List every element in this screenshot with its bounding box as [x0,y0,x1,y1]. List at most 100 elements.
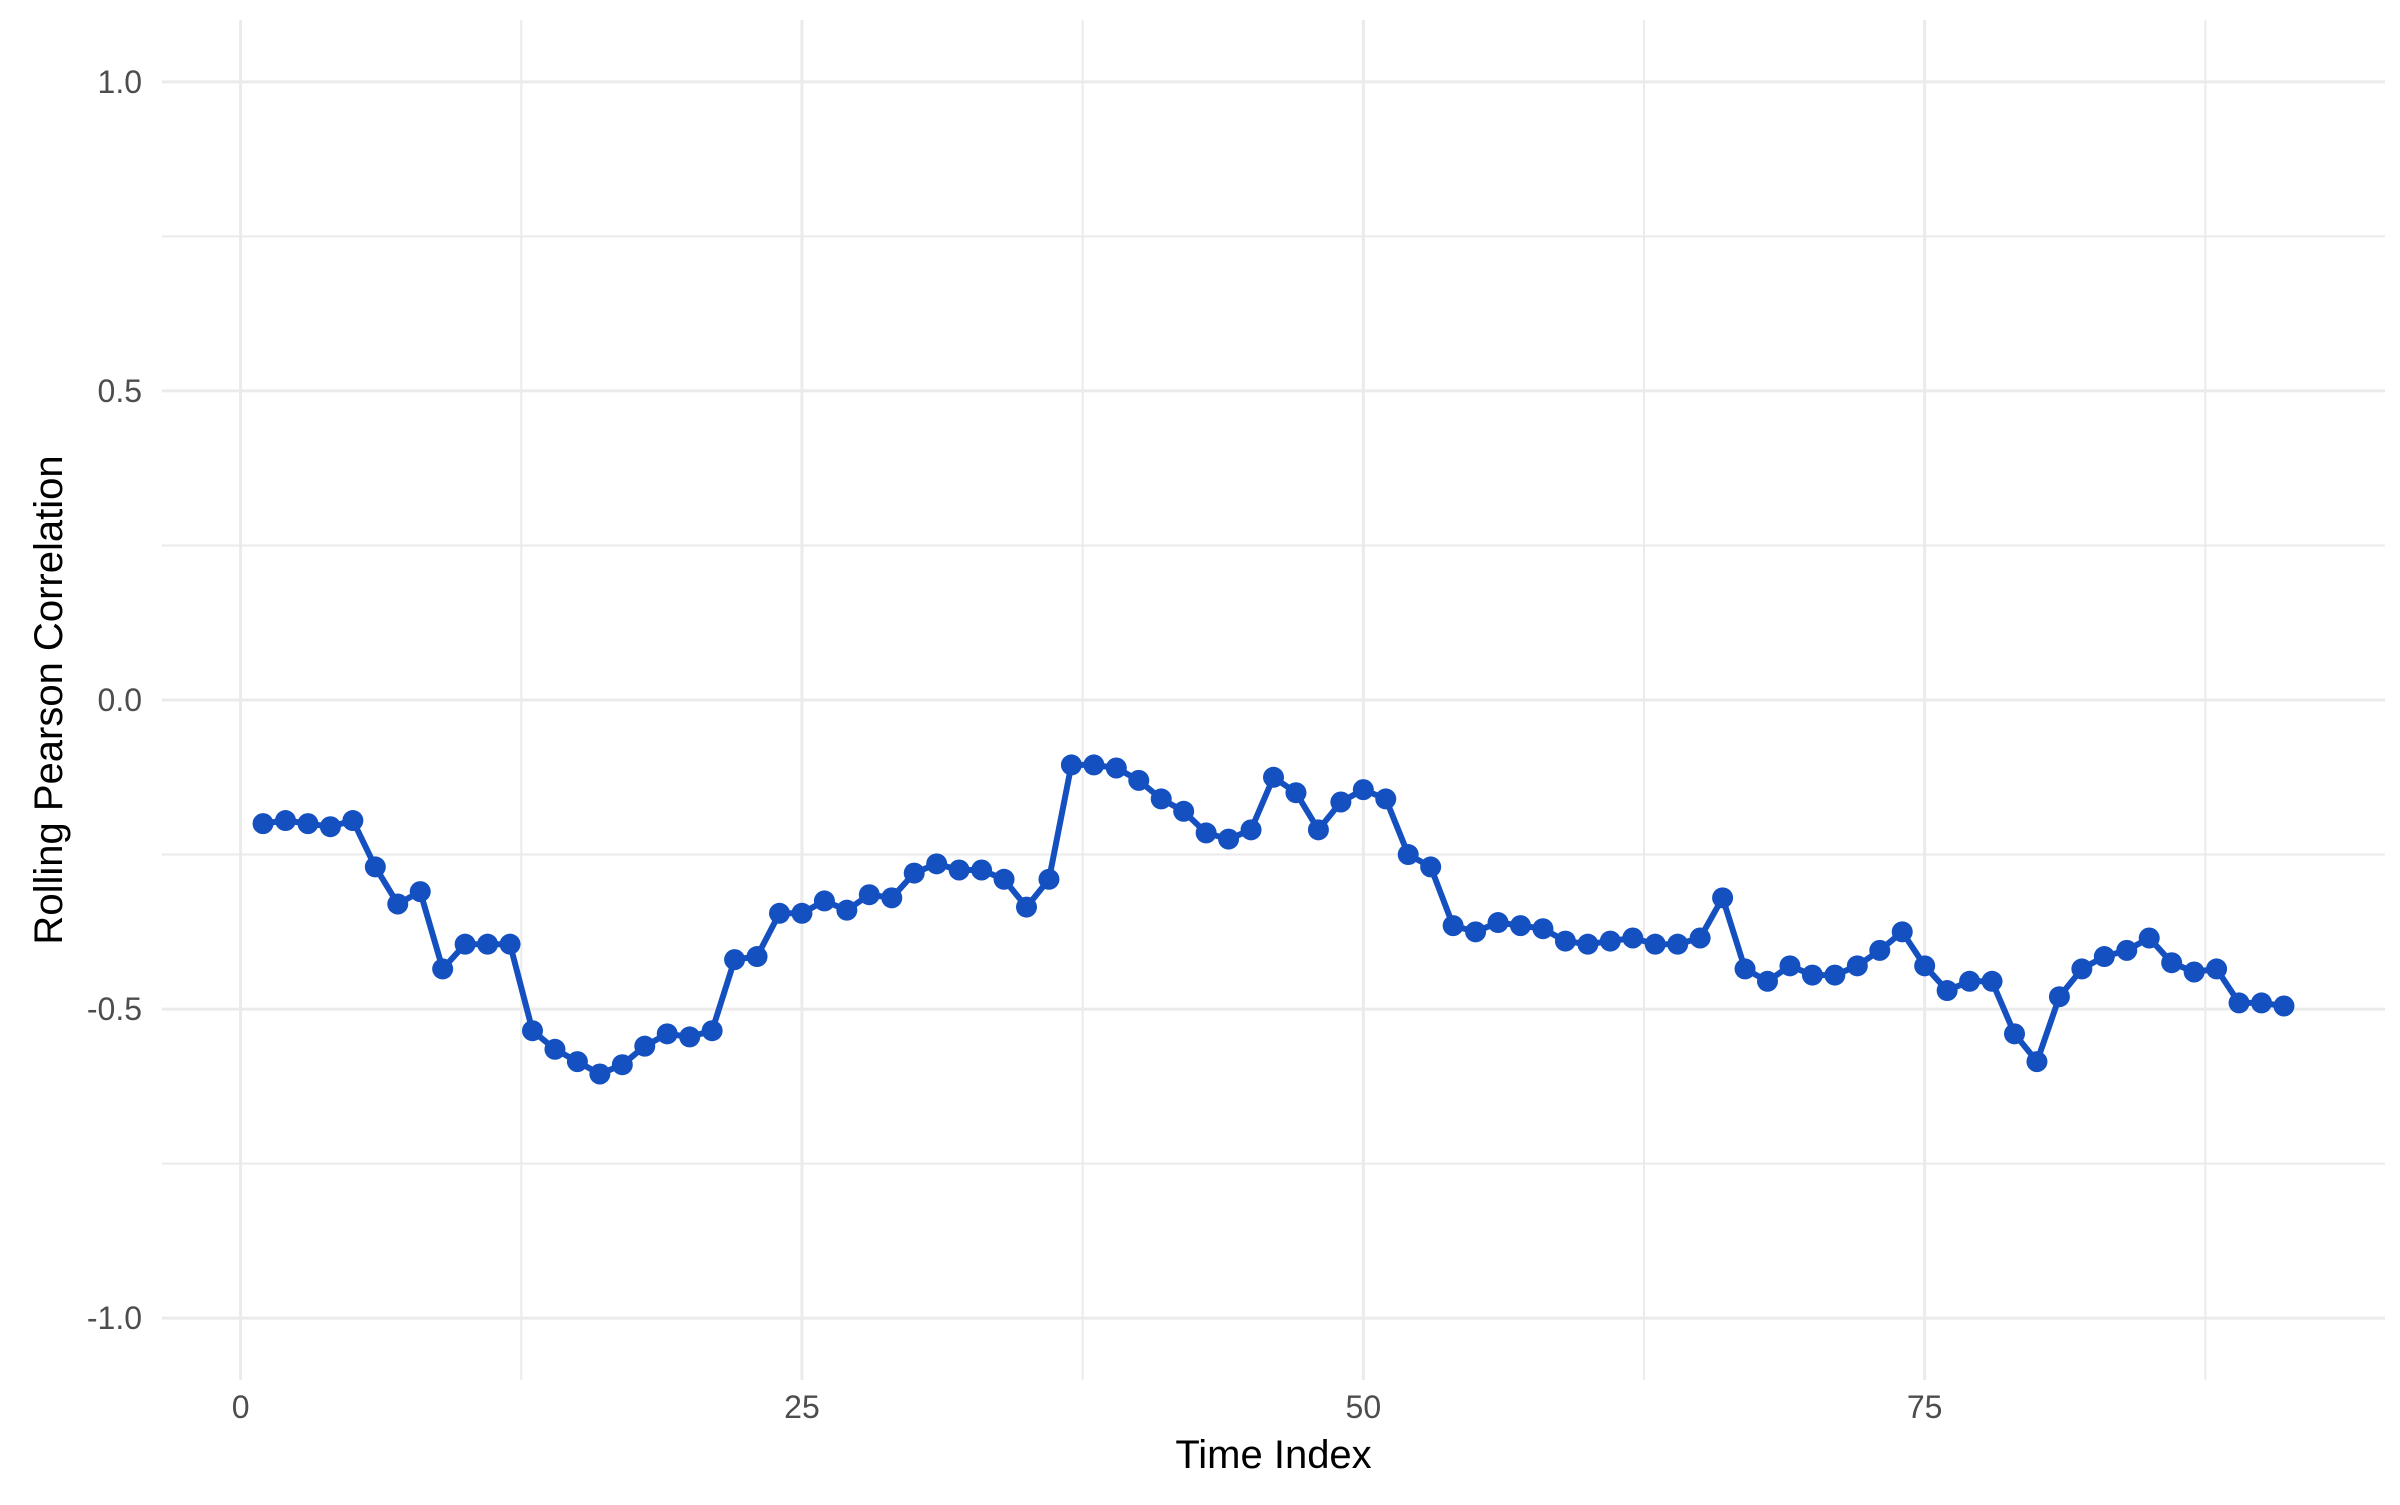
data-point [1487,912,1509,934]
data-point [432,958,454,980]
data-point [1734,958,1756,980]
data-point [1936,980,1958,1002]
axis-tick-labels: -1.0 -0.5 0.0 0.5 1.0 0 25 50 75 [87,64,1943,1425]
data-point [948,859,970,881]
data-point [1307,819,1329,841]
data-point [1442,915,1464,937]
data-point [1195,822,1217,844]
data-point [1397,844,1419,866]
data-point [297,813,319,835]
data-point [1846,955,1868,977]
data-point [1105,757,1127,779]
data-point [364,856,386,878]
data-point [589,1063,611,1085]
data-point [499,933,521,955]
data-point [1779,955,1801,977]
data-point [791,902,813,924]
data-point [2048,986,2070,1008]
series-line [260,761,2287,1077]
x-tick-label: 75 [1907,1389,1943,1425]
data-point [454,933,476,955]
data-point [1240,819,1262,841]
data-point [634,1035,656,1057]
data-point [1330,791,1352,813]
data-point [1757,970,1778,992]
data-point [1352,779,1374,801]
data-point [1263,766,1284,788]
data-point [2026,1051,2048,1073]
data-point [1577,933,1599,955]
data-point [1083,754,1105,776]
data-point [1150,788,1172,810]
data-point [746,946,768,968]
data-point [1689,927,1711,949]
data-point [2004,1023,2025,1045]
data-point [701,1020,723,1042]
x-tick-label: 25 [784,1389,820,1425]
data-point [342,810,364,832]
data-point [566,1051,588,1073]
data-point [1914,955,1936,977]
data-point [1824,964,1846,986]
data-point [769,902,790,924]
data-point [993,868,1015,890]
data-point [1285,782,1307,804]
data-point [1016,896,1037,918]
data-point [1801,964,1823,986]
x-axis-title: Time Index [1175,1433,1371,1477]
x-tick-label: 50 [1346,1389,1382,1425]
data-point [1060,754,1082,776]
y-tick-label: 0.5 [98,373,142,409]
data-point [881,887,903,909]
y-tick-label: -1.0 [87,1300,142,1336]
y-axis-title: Rolling Pearson Correlation [27,455,71,944]
data-point [1038,868,1060,890]
data-point [2273,995,2295,1017]
data-point [2251,992,2272,1014]
data-point [2071,958,2093,980]
data-point [1959,970,1981,992]
data-point [2183,961,2205,983]
data-point [1599,930,1621,952]
data-point [387,893,409,915]
data-point [1532,918,1554,940]
data-point [2138,927,2160,949]
data-point [1465,921,1487,943]
data-point [252,813,274,835]
data-point [926,853,948,875]
y-tick-label: -0.5 [87,991,142,1027]
data-point [1218,828,1240,850]
data-point [1981,970,2003,992]
data-point [656,1023,678,1045]
data-point [2093,946,2115,968]
data-point [2116,939,2138,961]
data-point [679,1026,701,1048]
data-point [1420,856,1442,878]
y-tick-label: 1.0 [98,64,142,100]
data-point [522,1020,543,1042]
data-point [1128,769,1150,791]
data-point [903,862,925,884]
data-point [1173,800,1195,822]
data-point [1891,921,1913,943]
data-point [813,890,835,912]
data-point [1554,930,1576,952]
data-point [477,933,499,955]
data-series [252,754,2295,1085]
data-point [611,1054,633,1076]
data-point [2161,952,2183,974]
data-point [724,949,746,971]
data-point [319,816,341,838]
data-point [544,1038,566,1060]
x-tick-label: 0 [232,1389,250,1425]
data-point [2206,958,2228,980]
data-point [275,810,296,832]
data-point [409,881,431,903]
data-point [971,859,993,881]
y-tick-label: 0.0 [98,682,142,718]
data-point [1622,927,1644,949]
data-point [858,884,880,906]
data-point [2228,992,2250,1014]
